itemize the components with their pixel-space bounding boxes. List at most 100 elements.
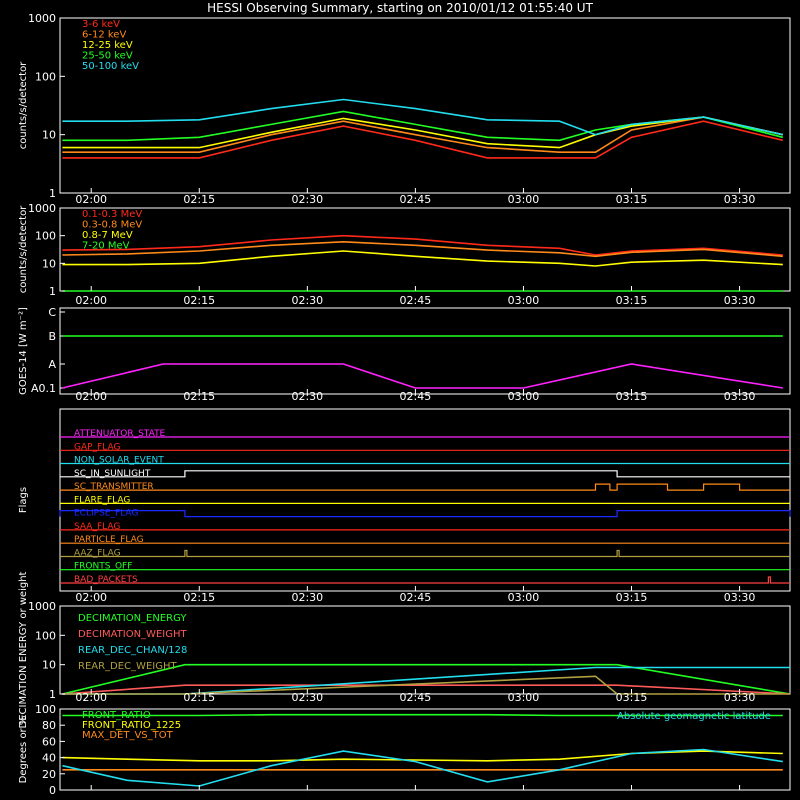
panel-5-xtick-label: 02:15 — [183, 691, 215, 704]
panel-2-legend-item: 0.1-0.3 MeV — [82, 209, 142, 220]
panel-2-xtick-label: 02:30 — [291, 294, 323, 307]
panel-4-xtick-label: 03:15 — [616, 591, 648, 604]
panel-5-xtick-label: 03:00 — [508, 691, 540, 704]
panel-1-ytick-label: 1 — [49, 187, 56, 200]
panel-1-ytick-label: 10 — [42, 129, 56, 142]
panel-4-xtick-label: 03:00 — [508, 591, 540, 604]
flag-line — [60, 549, 790, 558]
panel-2-ylabel: counts/s/detector — [18, 205, 29, 293]
flag-label: FLARE_FLAG — [74, 495, 130, 505]
panel-4-xtick-label: 02:45 — [400, 591, 432, 604]
panel-3-xtick-label: 03:30 — [724, 390, 756, 403]
panel-6-ytick-label: 40 — [42, 752, 56, 765]
panel-5-ytick-label: 100 — [35, 629, 56, 642]
flag-label: GAP_FLAG — [74, 442, 120, 452]
panel-1-series-5 — [62, 98, 783, 136]
panel-4-xtick-label: 02:30 — [291, 591, 323, 604]
panel-6-legend-item: FRONT_RATIO_1225 — [82, 720, 181, 731]
panel-6-ytick-label: 20 — [42, 768, 56, 781]
panel-6-series-2 — [62, 750, 783, 762]
panel-6-annotation: Absolute geomagnetic latitude — [617, 711, 771, 722]
panel-2-series-1 — [62, 234, 783, 256]
panel-6-series-1 — [62, 713, 783, 717]
flag-label: AAZ_FLAG — [74, 548, 121, 558]
panel-4-ylabel: Flags — [18, 487, 29, 513]
panel-1-ylabel: counts/s/detector — [18, 61, 29, 149]
panel-3-ytick-label: B — [48, 330, 56, 343]
panel-1-xtick-label: 03:30 — [724, 193, 756, 206]
panel-3-xtick-label: 02:00 — [75, 390, 107, 403]
panel-5-xtick-label: 02:30 — [291, 691, 323, 704]
panel-3-xtick-label: 02:45 — [400, 390, 432, 403]
panel-2-series-2 — [62, 240, 783, 258]
panel-6-ytick-label: 80 — [42, 719, 56, 732]
panel-2-xtick-label: 03:15 — [616, 294, 648, 307]
flag-label: SC_TRANSMITTER — [74, 482, 154, 492]
flag-line — [59, 510, 791, 518]
panel-1-ytick-label: 1000 — [28, 12, 56, 25]
panel-3-ytick-label: C — [48, 306, 56, 319]
panel-1-xtick-label: 02:45 — [400, 193, 432, 206]
panel-1-series-1 — [62, 120, 783, 159]
flag-line — [60, 483, 790, 491]
flag-line — [60, 470, 790, 478]
panel-1-series-2 — [62, 116, 783, 153]
panel-6-ylabel: Degrees or % — [18, 716, 29, 784]
panel-5-legend-item: REAR_DEC_CHAN/128 — [78, 645, 187, 656]
panel-3-frame — [59, 307, 791, 395]
panel-5-xtick-label: 03:15 — [616, 691, 648, 704]
panel-2-legend-item: 0.8-7 MeV — [82, 230, 133, 241]
panel-6-ytick-label: 0 — [49, 784, 56, 797]
panel-5-ytick-label: 1000 — [28, 600, 56, 613]
panel-5-series-1 — [62, 663, 791, 695]
panel-5-ytick-label: 1 — [49, 688, 56, 701]
panel-4-frame — [59, 408, 791, 592]
panel-5-series-2 — [62, 684, 791, 695]
panel-6-ytick-label: 100 — [35, 703, 56, 716]
panel-1-legend-item: 6-12 keV — [82, 30, 126, 41]
panel-1-xtick-label: 03:15 — [616, 193, 648, 206]
panel-5-ylabel: DECIMATION ENERGY or weight — [18, 571, 29, 728]
panel-2-xtick-label: 03:00 — [508, 294, 540, 307]
panel-1-xtick-label: 03:00 — [508, 193, 540, 206]
panel-1-ytick-label: 100 — [35, 70, 56, 83]
panel-2-legend-item: 0.3-0.8 MeV — [82, 220, 142, 231]
panel-5-legend-item: REAR_DEC_WEIGHT — [78, 661, 177, 672]
panel-6-legend-item: FRONT_RATIO — [82, 710, 151, 721]
panel-5-xtick-label: 02:45 — [400, 691, 432, 704]
panel-2-xtick-label: 02:00 — [75, 294, 107, 307]
flag-label: ATTENUATOR_STATE — [74, 429, 166, 439]
panel-6-series-4 — [62, 748, 783, 787]
panel-3-series-2 — [62, 363, 783, 389]
flag-label: PARTICLE_FLAG — [74, 535, 144, 545]
panel-5-xtick-label: 02:00 — [75, 691, 107, 704]
panel-2-legend-item: 7-20 MeV — [82, 241, 130, 252]
panel-1-legend-item: 3-6 keV — [82, 19, 120, 30]
panel-3-xtick-label: 02:15 — [183, 390, 215, 403]
panel-1-legend-item: 50-100 keV — [82, 61, 139, 72]
panel-5-legend-item: DECIMATION_WEIGHT — [78, 629, 187, 640]
chart-title: HESSI Observing Summary, starting on 201… — [207, 1, 593, 15]
panel-3-xtick-label: 02:30 — [291, 390, 323, 403]
panel-6-frame — [59, 708, 791, 791]
panel-3-ytick-label: A — [48, 358, 56, 371]
panel-5-xtick-label: 03:30 — [724, 691, 756, 704]
panel-3-ylabel: GOES-14 [W m⁻²] — [18, 307, 29, 395]
panel-2-series-3 — [62, 250, 783, 267]
panel-4-xtick-label: 02:15 — [183, 591, 215, 604]
panel-5-frame — [59, 605, 791, 695]
flag-label: BAD_PACKETS — [74, 575, 138, 585]
panel-2-ytick-label: 100 — [35, 230, 56, 243]
panel-5-legend-item: DECIMATION_ENERGY — [78, 613, 187, 624]
panel-2-ytick-label: 10 — [42, 257, 56, 270]
flag-label: ECLIPSE_FLAG — [74, 509, 138, 519]
panel-5-ytick-label: 10 — [42, 659, 56, 672]
panel-5-series-4 — [62, 675, 790, 695]
panel-2-xtick-label: 02:15 — [183, 294, 215, 307]
panel-3-ytick-label: A0.1 — [31, 382, 56, 395]
flag-label: FRONTS_OFF — [74, 562, 132, 572]
flag-label: SAA_FLAG — [74, 522, 120, 532]
panel-1-xtick-label: 02:00 — [75, 193, 107, 206]
